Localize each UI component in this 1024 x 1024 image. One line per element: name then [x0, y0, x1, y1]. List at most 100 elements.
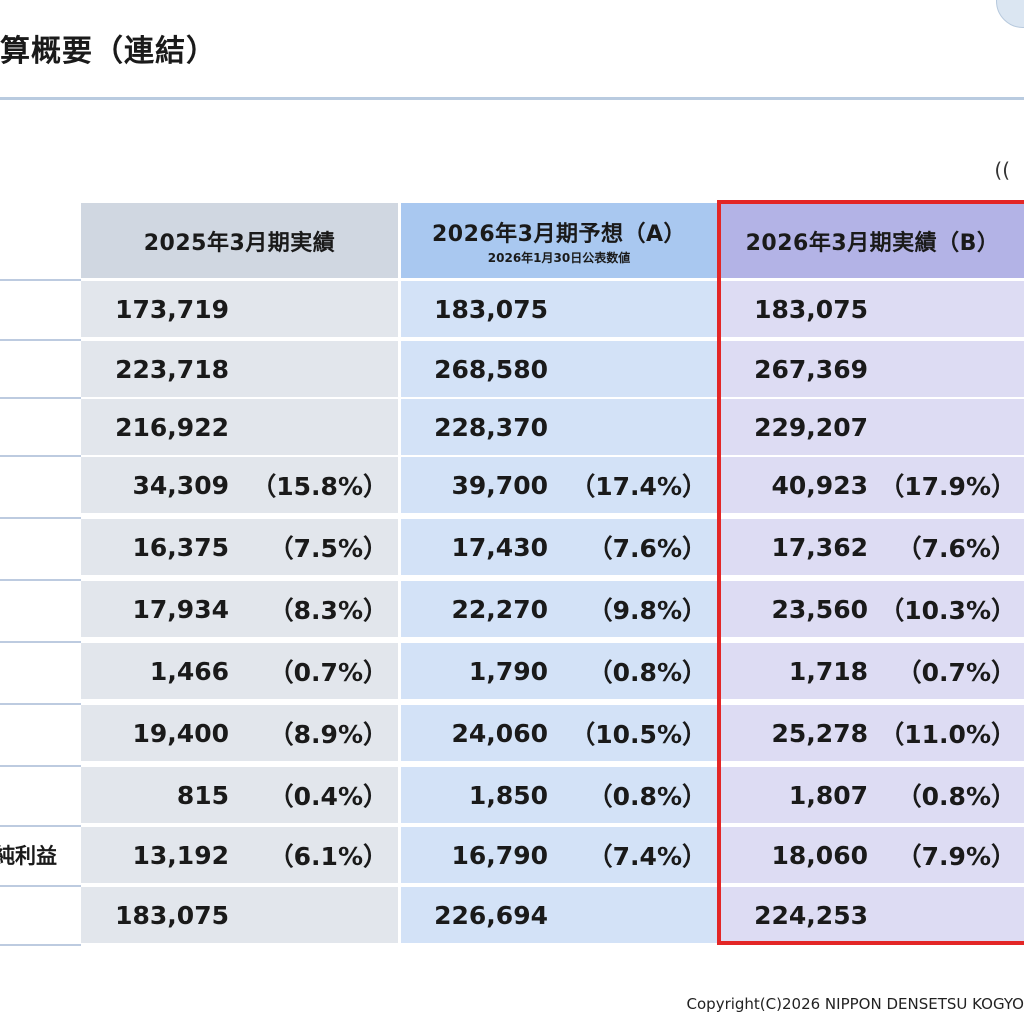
column-header-3: 2026年3月期実績（B） — [721, 203, 1024, 278]
value-cell: 183,075 — [721, 281, 880, 337]
row-divider — [0, 641, 81, 643]
value-cell: 17,934 — [81, 581, 241, 637]
ratio-cell: （10.5%） — [560, 705, 717, 761]
column-header-2: 2026年3月期予想（A） 2026年1月30日公表数値 — [401, 203, 717, 278]
value-cell: 17,362 — [721, 519, 880, 575]
ratio-cell: （8.3%） — [241, 581, 398, 637]
ratio-cell — [241, 281, 398, 337]
copyright-footer: Copyright(C)2026 NIPPON DENSETSU KOGYO — [686, 995, 1024, 1013]
column-header-1: 2025年3月期実績 — [81, 203, 398, 278]
ratio-cell: （0.8%） — [560, 643, 717, 699]
ratio-cell — [560, 281, 717, 337]
value-cell: 23,560 — [721, 581, 880, 637]
row-divider — [0, 703, 81, 705]
value-cell: 228,370 — [401, 399, 560, 455]
value-cell: 13,192 — [81, 827, 241, 883]
ratio-cell: （15.8%） — [241, 457, 398, 513]
ratio-cell: （11.0%） — [880, 705, 1024, 761]
highlight-box-fy2026-actual — [717, 200, 1024, 945]
row-label — [0, 341, 81, 397]
column-header-subtitle: 2026年1月30日公表数値 — [487, 250, 631, 265]
value-cell: 173,719 — [81, 281, 241, 337]
ratio-cell: （17.9%） — [880, 457, 1024, 513]
ratio-cell — [241, 887, 398, 943]
row-label — [0, 399, 81, 455]
ratio-cell — [880, 281, 1024, 337]
row-label — [0, 767, 81, 823]
value-cell: 17,430 — [401, 519, 560, 575]
row-divider — [0, 397, 81, 399]
row-divider — [0, 885, 81, 887]
row-divider — [0, 339, 81, 341]
ratio-cell: （7.9%） — [880, 827, 1024, 883]
ratio-cell: （10.3%） — [880, 581, 1024, 637]
ratio-cell: （0.4%） — [241, 767, 398, 823]
row-divider — [0, 279, 81, 281]
row-label — [0, 281, 81, 337]
ratio-cell — [560, 887, 717, 943]
ratio-cell — [560, 341, 717, 397]
column-header-title: 2026年3月期予想（A） — [431, 221, 687, 247]
value-cell: 19,400 — [81, 705, 241, 761]
value-cell: 223,718 — [81, 341, 241, 397]
value-cell: 229,207 — [721, 399, 880, 455]
value-cell: 1,850 — [401, 767, 560, 823]
value-cell: 22,270 — [401, 581, 560, 637]
ratio-cell: （7.6%） — [880, 519, 1024, 575]
value-cell: 1,718 — [721, 643, 880, 699]
value-cell: 40,923 — [721, 457, 880, 513]
value-cell: 34,309 — [81, 457, 241, 513]
row-divider — [0, 765, 81, 767]
ratio-cell: （7.5%） — [241, 519, 398, 575]
value-cell: 183,075 — [81, 887, 241, 943]
ratio-cell: （0.7%） — [880, 643, 1024, 699]
ratio-cell: （7.6%） — [560, 519, 717, 575]
value-cell: 39,700 — [401, 457, 560, 513]
row-label — [0, 887, 81, 943]
value-cell: 216,922 — [81, 399, 241, 455]
ratio-cell: （17.4%） — [560, 457, 717, 513]
row-label — [0, 457, 81, 513]
value-cell: 25,278 — [721, 705, 880, 761]
value-cell: 1,466 — [81, 643, 241, 699]
row-divider — [0, 517, 81, 519]
ratio-cell — [880, 887, 1024, 943]
ratio-cell — [560, 399, 717, 455]
title-divider — [0, 97, 1024, 100]
row-label — [0, 705, 81, 761]
value-cell: 815 — [81, 767, 241, 823]
row-label — [0, 581, 81, 637]
unit-note: (( — [994, 158, 1010, 182]
row-divider — [0, 579, 81, 581]
value-cell: 224,253 — [721, 887, 880, 943]
ratio-cell: （0.7%） — [241, 643, 398, 699]
ratio-cell: （0.8%） — [560, 767, 717, 823]
ratio-cell: （6.1%） — [241, 827, 398, 883]
ratio-cell: （7.4%） — [560, 827, 717, 883]
ratio-cell: （0.8%） — [880, 767, 1024, 823]
column-header-title: 2025年3月期実績 — [143, 230, 336, 256]
ratio-cell: （9.8%） — [560, 581, 717, 637]
value-cell: 183,075 — [401, 281, 560, 337]
ratio-cell — [880, 399, 1024, 455]
value-cell: 268,580 — [401, 341, 560, 397]
row-divider — [0, 825, 81, 827]
value-cell: 1,807 — [721, 767, 880, 823]
ratio-cell — [880, 341, 1024, 397]
value-cell: 24,060 — [401, 705, 560, 761]
corner-decoration — [996, 0, 1024, 28]
value-cell: 16,790 — [401, 827, 560, 883]
value-cell: 1,790 — [401, 643, 560, 699]
row-label: 純利益 — [0, 844, 57, 868]
row-label — [0, 519, 81, 575]
column-header-title: 2026年3月期実績（B） — [745, 230, 1000, 256]
value-cell: 267,369 — [721, 341, 880, 397]
value-cell: 18,060 — [721, 827, 880, 883]
ratio-cell: （8.9%） — [241, 705, 398, 761]
ratio-cell — [241, 341, 398, 397]
row-divider — [0, 455, 81, 457]
value-cell: 226,694 — [401, 887, 560, 943]
row-label — [0, 643, 81, 699]
page-title: 算概要（連結） — [0, 34, 217, 69]
value-cell: 16,375 — [81, 519, 241, 575]
